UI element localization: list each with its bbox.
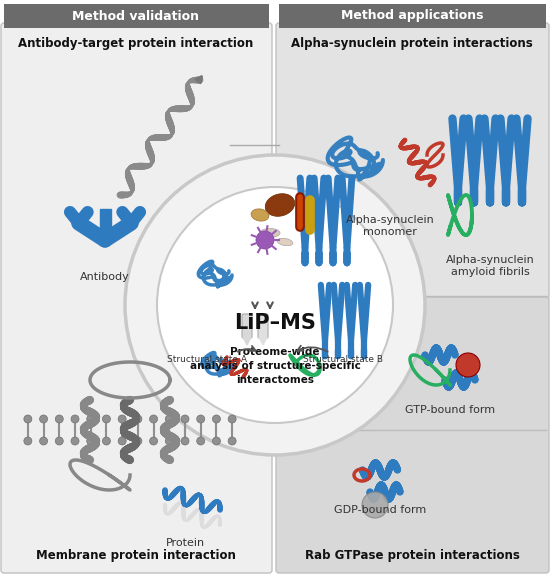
Text: Structural state B: Structural state B bbox=[303, 355, 383, 364]
Text: GDP-bound form: GDP-bound form bbox=[334, 505, 426, 515]
Text: Protein: Protein bbox=[166, 538, 205, 548]
Circle shape bbox=[118, 415, 126, 423]
FancyBboxPatch shape bbox=[1, 23, 272, 573]
Circle shape bbox=[456, 353, 480, 377]
Text: Proteome-wide
analysis of structure-specific
interactomes: Proteome-wide analysis of structure-spec… bbox=[190, 347, 360, 385]
Text: Antibody-target protein interaction: Antibody-target protein interaction bbox=[18, 37, 254, 49]
Circle shape bbox=[56, 437, 63, 445]
Text: GTP-bound form: GTP-bound form bbox=[405, 405, 495, 415]
Circle shape bbox=[181, 437, 189, 445]
Circle shape bbox=[228, 437, 236, 445]
Circle shape bbox=[134, 437, 142, 445]
Circle shape bbox=[118, 437, 126, 445]
Circle shape bbox=[212, 415, 221, 423]
Text: LiP–MS: LiP–MS bbox=[234, 313, 316, 333]
Text: Antibody: Antibody bbox=[80, 272, 130, 282]
Circle shape bbox=[40, 415, 47, 423]
Polygon shape bbox=[243, 337, 251, 345]
Circle shape bbox=[197, 415, 205, 423]
Polygon shape bbox=[259, 337, 267, 345]
Circle shape bbox=[24, 415, 32, 423]
Circle shape bbox=[40, 437, 47, 445]
Circle shape bbox=[150, 415, 157, 423]
Circle shape bbox=[87, 415, 95, 423]
Circle shape bbox=[166, 437, 173, 445]
Circle shape bbox=[56, 415, 63, 423]
Circle shape bbox=[150, 437, 157, 445]
Text: Membrane protein interaction: Membrane protein interaction bbox=[36, 549, 236, 563]
Circle shape bbox=[166, 415, 173, 423]
Ellipse shape bbox=[260, 228, 280, 238]
FancyBboxPatch shape bbox=[276, 297, 549, 573]
FancyBboxPatch shape bbox=[258, 314, 268, 338]
Circle shape bbox=[102, 437, 111, 445]
Circle shape bbox=[71, 415, 79, 423]
Circle shape bbox=[134, 415, 142, 423]
Bar bbox=[279, 4, 546, 28]
Circle shape bbox=[228, 415, 236, 423]
Circle shape bbox=[256, 231, 274, 249]
FancyBboxPatch shape bbox=[276, 23, 549, 299]
Ellipse shape bbox=[277, 238, 293, 246]
Circle shape bbox=[87, 437, 95, 445]
Text: Rab GTPase protein interactions: Rab GTPase protein interactions bbox=[305, 549, 519, 563]
Text: Alpha-synuclein
monomer: Alpha-synuclein monomer bbox=[345, 215, 434, 236]
Circle shape bbox=[157, 187, 393, 423]
FancyBboxPatch shape bbox=[242, 314, 252, 338]
Text: Structural state A: Structural state A bbox=[167, 355, 247, 364]
Circle shape bbox=[212, 437, 221, 445]
Polygon shape bbox=[100, 209, 111, 240]
Ellipse shape bbox=[251, 209, 269, 221]
Circle shape bbox=[197, 437, 205, 445]
Text: Method applications: Method applications bbox=[341, 10, 483, 22]
Circle shape bbox=[71, 437, 79, 445]
Circle shape bbox=[125, 155, 425, 455]
Text: Method validation: Method validation bbox=[73, 10, 200, 22]
Circle shape bbox=[102, 415, 111, 423]
Circle shape bbox=[181, 415, 189, 423]
Text: Alpha-synuclein
amyloid fibrils: Alpha-synuclein amyloid fibrils bbox=[446, 255, 535, 277]
Ellipse shape bbox=[265, 193, 295, 216]
Text: Alpha-synuclein protein interactions: Alpha-synuclein protein interactions bbox=[291, 37, 533, 49]
Circle shape bbox=[362, 492, 388, 518]
Circle shape bbox=[24, 437, 32, 445]
Bar bbox=[4, 4, 269, 28]
